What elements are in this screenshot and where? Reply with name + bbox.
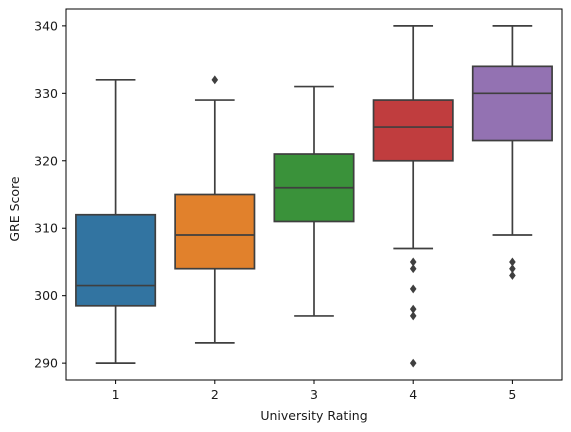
outlier-point: [409, 311, 417, 321]
y-tick-label: 320: [34, 153, 58, 168]
box-iqr-5: [471, 65, 553, 142]
box-iqr-4: [372, 99, 454, 162]
y-tick-label: 300: [34, 288, 58, 303]
y-tick-label: 310: [34, 221, 58, 236]
x-axis-label: University Rating: [260, 408, 367, 423]
y-tick-label: 340: [34, 18, 58, 33]
y-tick-label: 330: [34, 86, 58, 101]
outlier-point: [409, 264, 417, 274]
outlier-point: [509, 257, 516, 267]
outlier-point: [509, 271, 516, 280]
outlier-point: [211, 75, 219, 85]
x-tick-label: 5: [508, 387, 516, 402]
plot-area: 290 300 310 320 330 340 1 2 3 4 5: [34, 8, 563, 402]
outlier-point: [409, 257, 417, 267]
outlier-point: [509, 264, 516, 274]
outlier-point: [409, 304, 417, 314]
outlier-point: [409, 284, 417, 294]
outlier-point: [409, 358, 417, 368]
box-iqr-1: [75, 213, 157, 307]
x-tick-label: 3: [310, 387, 318, 402]
box-iqr-2: [174, 193, 256, 270]
x-tick-label: 2: [211, 387, 219, 402]
x-tick-label: 4: [409, 387, 417, 402]
y-tick-label: 290: [34, 356, 58, 371]
x-tick-label: 1: [112, 387, 120, 402]
y-axis-label: GRE Score: [7, 176, 22, 242]
